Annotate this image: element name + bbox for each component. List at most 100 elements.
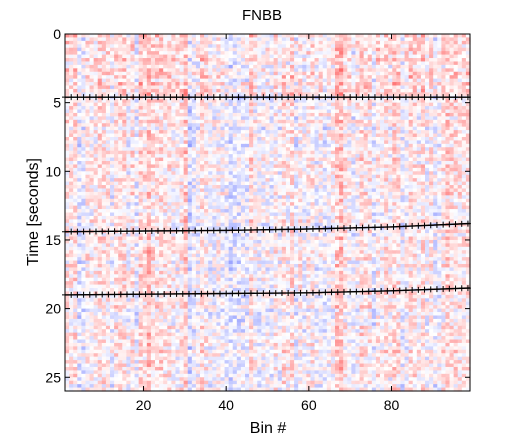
heatmap-cell [375, 147, 381, 152]
heatmap-cell [101, 178, 107, 183]
heatmap-cell [155, 37, 160, 42]
heatmap-cell [429, 37, 434, 42]
heatmap-cell [105, 198, 111, 203]
heatmap-cell [167, 167, 172, 172]
heatmap-cell [281, 88, 287, 93]
heatmap-cell [416, 181, 422, 186]
heatmap-cell [277, 68, 283, 73]
heatmap-cell [310, 195, 316, 200]
heatmap-cell [375, 119, 381, 124]
heatmap-cell [339, 44, 344, 49]
heatmap-cell [150, 123, 156, 128]
heatmap-cell [285, 61, 291, 66]
heatmap-cell [347, 202, 352, 207]
heatmap-cell [93, 119, 99, 124]
heatmap-cell [277, 167, 283, 172]
heatmap-cell [445, 133, 451, 138]
heatmap-cell [400, 99, 406, 104]
heatmap-cell [159, 34, 164, 39]
heatmap-cell [400, 157, 406, 162]
heatmap-cell [257, 198, 262, 203]
heatmap-cell [404, 34, 410, 39]
heatmap-cell [420, 68, 426, 73]
heatmap-cell [200, 102, 205, 107]
heatmap-cell [126, 174, 132, 179]
heatmap-cell [445, 61, 451, 66]
heatmap-cell [441, 147, 447, 152]
heatmap-cell [281, 51, 287, 56]
heatmap-cell [65, 188, 70, 193]
heatmap-cell [306, 123, 312, 128]
heatmap-cell [281, 92, 287, 97]
heatmap-cell [110, 44, 115, 49]
heatmap-cell [73, 64, 78, 69]
heatmap-cell [126, 140, 132, 145]
heatmap-cell [429, 147, 434, 152]
heatmap-cell [134, 54, 140, 59]
heatmap-cell [159, 185, 164, 190]
heatmap-cell [89, 71, 95, 76]
heatmap-cell [261, 136, 267, 142]
heatmap-cell [425, 195, 430, 200]
heatmap-cell [388, 47, 393, 52]
heatmap-cell [261, 116, 267, 121]
heatmap-cell [433, 178, 438, 183]
heatmap-cell [363, 34, 369, 39]
heatmap-cell [126, 40, 132, 45]
heatmap-cell [159, 181, 164, 186]
heatmap-cell [461, 147, 467, 152]
heatmap-cell [130, 198, 136, 203]
heatmap-cell [461, 140, 467, 145]
heatmap-cell [441, 181, 447, 186]
heatmap-cell [433, 71, 438, 76]
heatmap-cell [269, 123, 275, 128]
heatmap-cell [77, 61, 82, 66]
heatmap-cell [371, 75, 377, 80]
heatmap-cell [232, 112, 238, 117]
heatmap-cell [404, 130, 410, 135]
heatmap-cell [114, 174, 119, 179]
heatmap-cell [212, 147, 217, 152]
heatmap-cell [461, 58, 467, 63]
heatmap-cell [114, 150, 119, 155]
heatmap-cell [212, 123, 217, 128]
heatmap-cell [388, 75, 393, 80]
heatmap-cell [457, 143, 463, 148]
heatmap-cell [330, 174, 336, 179]
heatmap-cell [126, 143, 132, 148]
heatmap-cell [245, 82, 250, 87]
heatmap-cell [314, 171, 320, 176]
heatmap-cell [89, 198, 95, 203]
heatmap-cell [371, 85, 377, 90]
heatmap-cell [73, 205, 78, 210]
heatmap-cell [392, 102, 397, 107]
heatmap-cell [330, 75, 336, 80]
heatmap-cell [105, 123, 111, 128]
heatmap-cell [392, 61, 397, 66]
heatmap-cell [220, 92, 226, 97]
heatmap-cell [281, 64, 287, 69]
heatmap-cell [130, 112, 136, 117]
heatmap-cell [183, 150, 189, 155]
heatmap-cell [110, 71, 115, 76]
heatmap-cell [294, 61, 299, 66]
heatmap-cell [343, 102, 348, 107]
heatmap-cell [236, 109, 242, 114]
heatmap-cell [400, 171, 406, 176]
heatmap-cell [380, 40, 385, 45]
heatmap-cell [285, 164, 291, 169]
heatmap-cell [93, 78, 99, 83]
heatmap-cell [126, 51, 132, 56]
heatmap-cell [105, 140, 111, 145]
heatmap-cell [200, 126, 205, 131]
heatmap-cell [408, 85, 414, 90]
heatmap-cell [146, 150, 152, 155]
heatmap-cell [245, 143, 250, 148]
heatmap-cell [420, 191, 426, 196]
heatmap-cell [347, 54, 352, 59]
heatmap-cell [134, 78, 140, 83]
heatmap-cell [228, 188, 234, 193]
heatmap-cell [138, 181, 144, 186]
heatmap-cell [281, 140, 287, 145]
heatmap-cell [195, 116, 201, 121]
